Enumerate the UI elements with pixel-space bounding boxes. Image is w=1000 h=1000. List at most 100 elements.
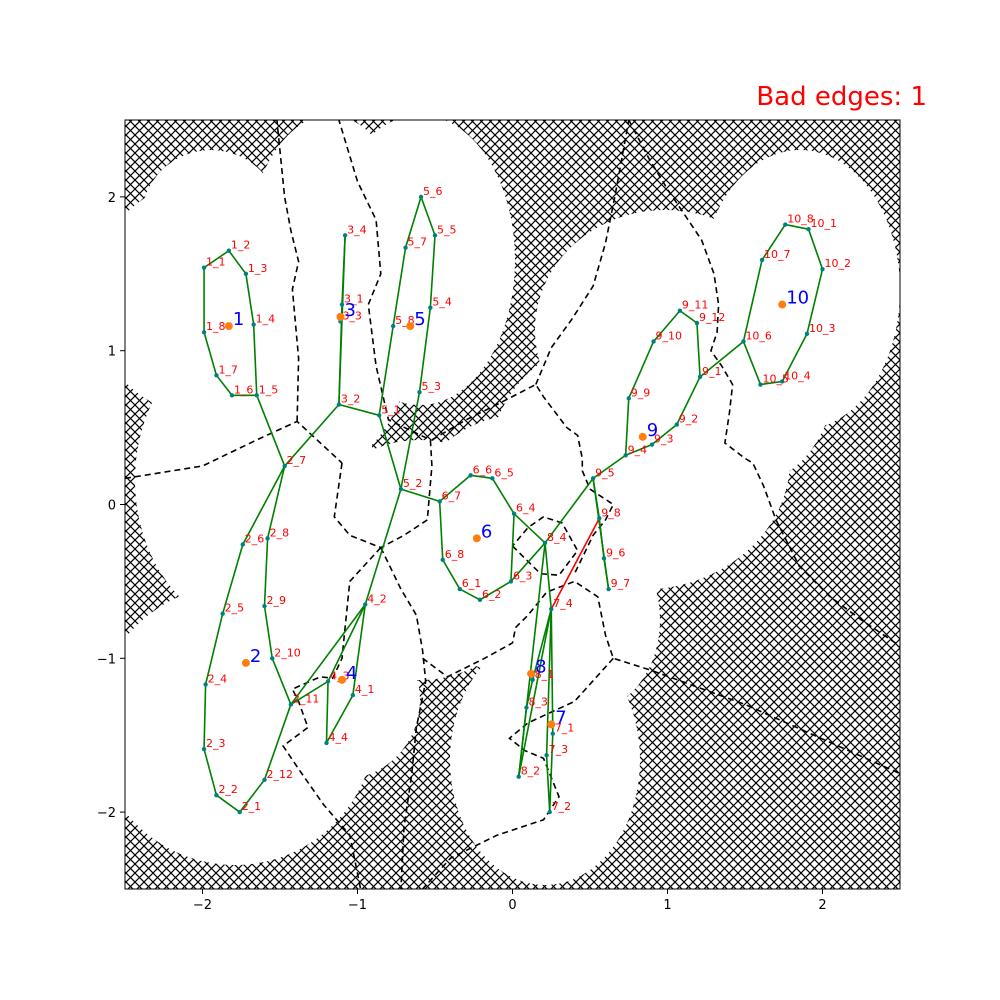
- good-edge: [252, 324, 258, 396]
- node-label: 9_3: [654, 433, 674, 446]
- y-tick-label: −1: [97, 652, 116, 667]
- good-edge: [470, 474, 493, 480]
- x-tick-label: 2: [818, 898, 826, 913]
- region-boundaries: [125, 120, 900, 889]
- cluster-centroid: [547, 720, 556, 729]
- good-edge: [548, 733, 554, 813]
- node-label: 8_1: [535, 668, 555, 681]
- good-edge: [341, 235, 346, 305]
- good-edge: [679, 310, 698, 324]
- node-label: 7_1: [555, 722, 575, 735]
- boundary-line: [431, 383, 615, 575]
- graph-node: [623, 453, 628, 458]
- good-edge: [517, 608, 553, 777]
- node-label: 9_12: [699, 311, 726, 324]
- node-label: 5_2: [403, 477, 423, 490]
- graph-node: [237, 809, 242, 815]
- node-label: 5_4: [432, 296, 452, 309]
- graph-node: [251, 322, 256, 327]
- cluster-centroid: [406, 322, 415, 331]
- boundary-line: [422, 657, 614, 889]
- good-edge: [439, 474, 472, 503]
- graph-node: [201, 746, 207, 752]
- good-edge: [513, 513, 546, 544]
- node-label: 2_4: [208, 672, 228, 685]
- good-edge: [624, 398, 630, 456]
- graph-node: [601, 556, 607, 561]
- cluster-label: 1: [233, 309, 244, 330]
- graph-node: [516, 774, 521, 779]
- graph-node: [804, 331, 810, 336]
- graph-node: [398, 486, 404, 492]
- node-label: 6_1: [462, 577, 482, 590]
- graph-node: [508, 579, 514, 584]
- y-tick-label: 0: [108, 499, 116, 514]
- node-label: 9_5: [595, 466, 615, 479]
- node-label: 1_4: [256, 313, 276, 326]
- good-edge: [203, 748, 218, 796]
- graph-edges: [203, 196, 824, 813]
- node-label: 5_7: [408, 236, 428, 249]
- good-edge: [392, 247, 407, 327]
- good-edge: [545, 755, 551, 813]
- good-edge: [628, 341, 655, 399]
- good-edge: [204, 613, 224, 685]
- node-label: 5_1: [381, 403, 401, 416]
- node-label: 1_3: [248, 262, 268, 275]
- graph-node: [418, 194, 424, 200]
- node-label: 9_2: [679, 413, 699, 426]
- good-edge: [325, 694, 354, 744]
- node-label: 6_8: [445, 548, 465, 561]
- good-edge: [420, 196, 436, 236]
- graph-node: [651, 339, 656, 344]
- node-label: 3_2: [341, 393, 361, 406]
- node-label: 6_6: [473, 463, 493, 476]
- graph-node: [547, 809, 552, 815]
- node-label: 3_4: [347, 223, 367, 236]
- good-edge: [228, 250, 247, 275]
- good-edge: [271, 658, 292, 705]
- node-label: 6_5: [494, 466, 513, 479]
- good-edge: [651, 423, 678, 446]
- node-label: 1_7: [218, 363, 238, 376]
- graph-node: [262, 603, 267, 609]
- graph-node: [325, 679, 331, 684]
- good-edge: [544, 542, 553, 610]
- good-edge: [325, 681, 329, 743]
- graph-node: [590, 476, 596, 481]
- good-edge: [215, 374, 233, 396]
- good-edge: [239, 779, 266, 813]
- node-label: 10_7: [764, 248, 791, 261]
- good-edge: [221, 544, 244, 614]
- node-label: 1_6: [234, 383, 254, 396]
- node-label: 2_1: [242, 800, 262, 813]
- good-edge: [263, 538, 269, 607]
- good-edge: [203, 332, 218, 376]
- good-edge: [352, 604, 367, 696]
- graph-node: [440, 557, 445, 563]
- good-edge: [545, 609, 553, 756]
- node-label: 10_6: [745, 329, 772, 342]
- node-label: 2_8: [270, 526, 290, 539]
- node-label: 2_9: [267, 594, 287, 607]
- boundary-line: [535, 120, 630, 385]
- graph-node: [524, 705, 529, 710]
- node-label: 4_4: [329, 731, 349, 744]
- graph-node: [240, 542, 245, 547]
- y-tick-label: 1: [108, 345, 116, 360]
- good-edge: [400, 392, 421, 490]
- good-edge: [266, 465, 286, 539]
- good-edge: [290, 680, 329, 706]
- good-edge: [592, 454, 627, 480]
- good-edge: [742, 341, 762, 385]
- good-edge: [203, 684, 207, 750]
- cluster-label: 5: [414, 309, 425, 330]
- graph-node: [597, 516, 602, 521]
- x-tick-label: −2: [193, 898, 212, 913]
- boundary-line: [380, 547, 427, 889]
- good-edge: [438, 501, 444, 560]
- node-label: 1_1: [206, 256, 226, 269]
- good-edge: [290, 603, 366, 705]
- graph-node: [783, 222, 788, 227]
- graph-node: [339, 302, 345, 307]
